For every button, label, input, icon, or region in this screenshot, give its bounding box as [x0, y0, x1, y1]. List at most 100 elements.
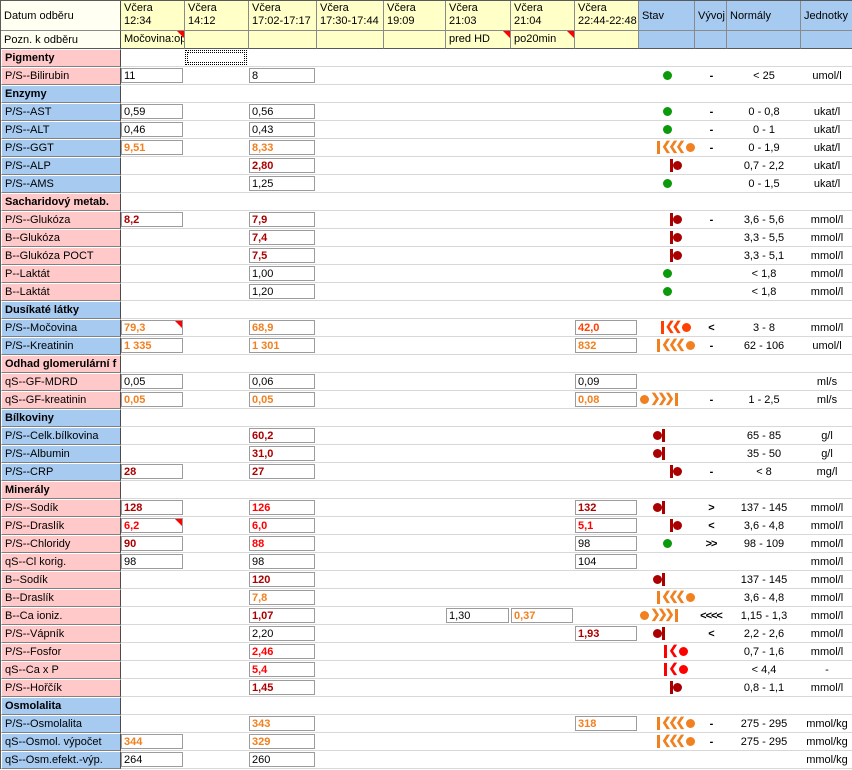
grid-cell-c8[interactable]	[575, 463, 639, 481]
grid-cell-c5[interactable]	[384, 49, 446, 67]
grid-cell-c4[interactable]	[317, 211, 384, 229]
analyte-label[interactable]: P/S--Hořčík	[1, 679, 121, 697]
grid-cell-c5[interactable]	[384, 481, 446, 499]
grid-cell-c5[interactable]	[384, 679, 446, 697]
result-value-cell[interactable]: 0,09	[575, 374, 637, 389]
grid-cell-c4[interactable]	[317, 157, 384, 175]
grid-cell-c2[interactable]	[185, 751, 249, 769]
grid-cell-c4[interactable]	[317, 301, 384, 319]
stav-cell[interactable]	[639, 103, 695, 121]
analyte-label[interactable]: P/S--GGT	[1, 139, 121, 157]
jednotky-cell[interactable]: -	[801, 661, 852, 679]
grid-cell-c5[interactable]	[384, 517, 446, 535]
grid-cell-c6[interactable]	[446, 229, 511, 247]
jednotky-cell[interactable]: mmol/l	[801, 571, 852, 589]
jednotky-cell[interactable]: mmol/kg	[801, 751, 852, 769]
grid-cell-c7[interactable]: 0,37	[511, 607, 575, 625]
grid-cell-c4[interactable]	[317, 103, 384, 121]
normaly-column-header[interactable]: Normály	[727, 1, 801, 31]
result-value-cell[interactable]: 1 335	[121, 338, 183, 353]
analyte-label[interactable]: P/S--ALT	[1, 121, 121, 139]
grid-cell-c1[interactable]	[121, 175, 185, 193]
grid-cell-c7[interactable]	[511, 553, 575, 571]
result-value-cell[interactable]: 1,93	[575, 626, 637, 641]
grid-cell-c3[interactable]	[249, 355, 317, 373]
grid-cell-c7[interactable]	[511, 355, 575, 373]
jednotky-cell[interactable]: g/l	[801, 427, 852, 445]
grid-cell-c3[interactable]: 1,45	[249, 679, 317, 697]
grid-cell-c8[interactable]	[575, 229, 639, 247]
grid-cell-c3[interactable]: 2,20	[249, 625, 317, 643]
grid-cell-c8[interactable]	[575, 265, 639, 283]
vyvoj-cell[interactable]	[695, 247, 727, 265]
grid-cell-c4[interactable]	[317, 481, 384, 499]
stav-cell[interactable]	[639, 517, 695, 535]
grid-cell-c7[interactable]	[511, 625, 575, 643]
grid-cell-c2[interactable]	[185, 391, 249, 409]
grid-cell-c8[interactable]	[575, 589, 639, 607]
grid-cell-c3[interactable]	[249, 481, 317, 499]
grid-cell-c5[interactable]	[384, 85, 446, 103]
stav-cell[interactable]	[639, 625, 695, 643]
vyvoj-cell[interactable]: -	[695, 733, 727, 751]
normaly-cell[interactable]: 137 - 145	[727, 499, 801, 517]
grid-cell-c7[interactable]	[511, 103, 575, 121]
grid-cell-c6[interactable]	[446, 697, 511, 715]
normaly-cell[interactable]	[727, 193, 801, 211]
grid-cell-c8[interactable]	[575, 679, 639, 697]
vyvoj-cell[interactable]	[695, 283, 727, 301]
grid-cell-c8[interactable]	[575, 85, 639, 103]
note-cell-c1[interactable]: Močovina:op	[121, 31, 185, 49]
vyvoj-cell[interactable]	[695, 373, 727, 391]
grid-cell-c5[interactable]	[384, 175, 446, 193]
analyte-label[interactable]: B--Glukóza POCT	[1, 247, 121, 265]
grid-cell-c7[interactable]	[511, 193, 575, 211]
grid-cell-c5[interactable]	[384, 139, 446, 157]
grid-cell-c1[interactable]	[121, 661, 185, 679]
stav-cell[interactable]	[639, 301, 695, 319]
analyte-label[interactable]: B--Glukóza	[1, 229, 121, 247]
grid-cell-c8[interactable]	[575, 607, 639, 625]
normaly-cell[interactable]: 3,6 - 4,8	[727, 589, 801, 607]
date-column-header-c2[interactable]: Včera 14:12	[185, 1, 249, 31]
vyvoj-cell[interactable]	[695, 157, 727, 175]
vyvoj-cell[interactable]: <	[695, 517, 727, 535]
jednotky-cell[interactable]	[801, 193, 852, 211]
grid-cell-c2[interactable]	[185, 481, 249, 499]
analyte-label[interactable]: B--Laktát	[1, 283, 121, 301]
grid-cell-c4[interactable]	[317, 319, 384, 337]
normaly-cell[interactable]: < 1,8	[727, 265, 801, 283]
section-header[interactable]: Bílkoviny	[1, 409, 121, 427]
vyvoj-cell[interactable]	[695, 679, 727, 697]
grid-cell-c4[interactable]	[317, 643, 384, 661]
grid-cell-c3[interactable]: 31,0	[249, 445, 317, 463]
grid-cell-c6[interactable]	[446, 157, 511, 175]
grid-cell-c1[interactable]: 28	[121, 463, 185, 481]
section-header[interactable]: Pigmenty	[1, 49, 121, 67]
grid-cell-c7[interactable]	[511, 697, 575, 715]
grid-cell-c7[interactable]	[511, 463, 575, 481]
normaly-cell[interactable]: < 1,8	[727, 283, 801, 301]
grid-cell-c8[interactable]	[575, 121, 639, 139]
grid-cell-c2[interactable]	[185, 661, 249, 679]
vyvoj-cell[interactable]	[695, 265, 727, 283]
vyvoj-cell[interactable]: -	[695, 337, 727, 355]
section-header[interactable]: Odhad glomerulární f	[1, 355, 121, 373]
grid-cell-c2[interactable]	[185, 643, 249, 661]
jednotky-cell[interactable]	[801, 481, 852, 499]
grid-cell-c6[interactable]	[446, 463, 511, 481]
grid-cell-c4[interactable]	[317, 391, 384, 409]
grid-cell-c8[interactable]: 0,09	[575, 373, 639, 391]
stav-cell[interactable]	[639, 121, 695, 139]
result-value-cell[interactable]: 0,46	[121, 122, 183, 137]
grid-cell-c6[interactable]	[446, 121, 511, 139]
grid-cell-c1[interactable]: 90	[121, 535, 185, 553]
vyvoj-cell[interactable]	[695, 589, 727, 607]
grid-cell-c5[interactable]	[384, 319, 446, 337]
grid-cell-c7[interactable]	[511, 481, 575, 499]
grid-cell-c2[interactable]	[185, 373, 249, 391]
grid-cell-c6[interactable]	[446, 625, 511, 643]
jednotky-cell[interactable]: mmol/l	[801, 589, 852, 607]
grid-cell-c1[interactable]	[121, 571, 185, 589]
vyvoj-cell[interactable]	[695, 229, 727, 247]
